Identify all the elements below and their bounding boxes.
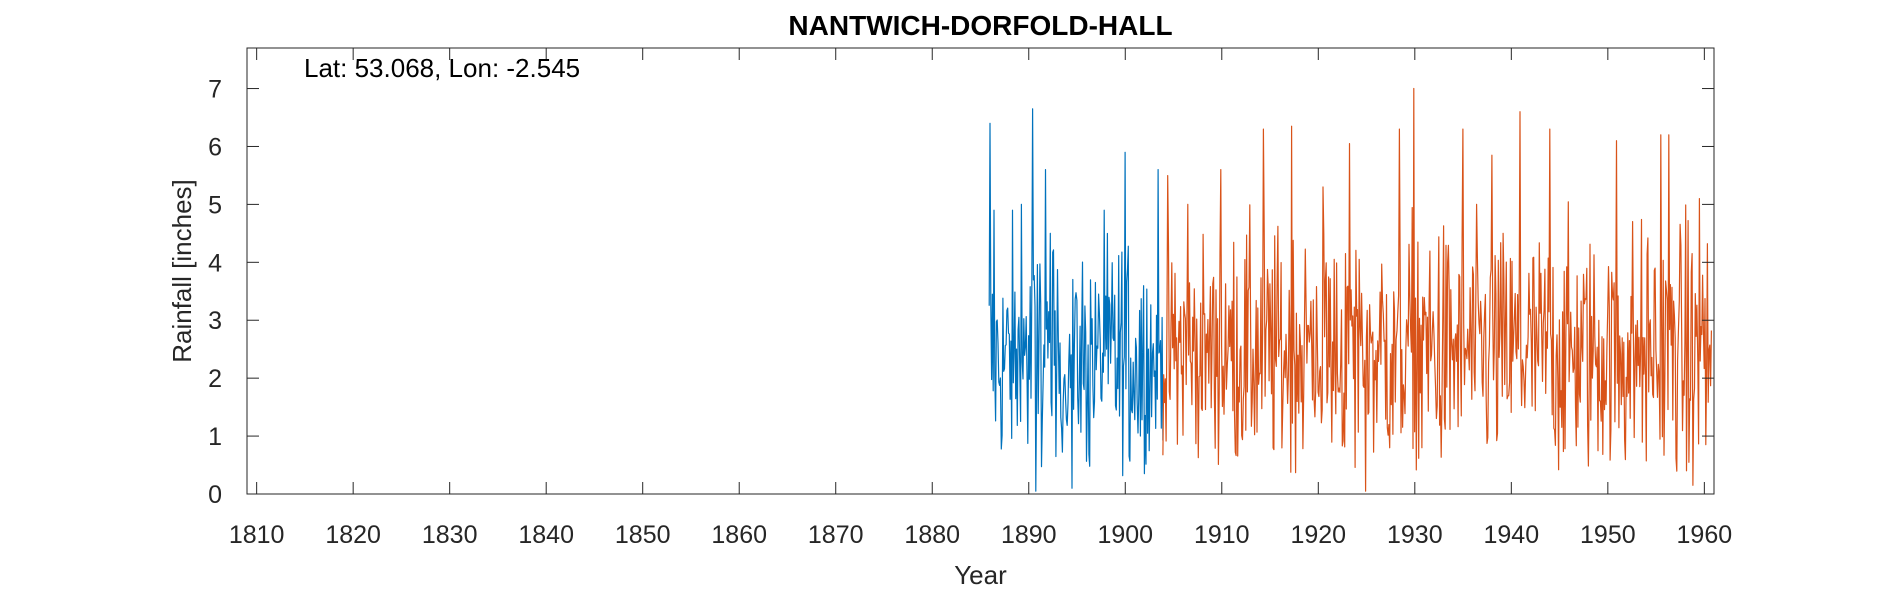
x-tick-label: 1890: [1001, 521, 1057, 549]
series-line-1: [988, 108, 1164, 492]
y-tick-label: 3: [208, 307, 222, 335]
x-tick-label: 1840: [518, 521, 574, 549]
x-tick-label: 1860: [711, 521, 767, 549]
x-axis-label: Year: [954, 560, 1007, 590]
y-tick-label: 7: [208, 76, 222, 104]
chart-title: NANTWICH-DORFOLD-HALL: [788, 10, 1172, 41]
plot-area: [246, 47, 1715, 495]
x-tick-label: 1820: [325, 521, 381, 549]
x-tick-label: 1850: [615, 521, 671, 549]
x-tick-label: 1810: [229, 521, 285, 549]
x-tick-label: 1900: [1097, 521, 1153, 549]
y-tick-label: 1: [208, 423, 222, 451]
axes-layer: 1810 1820 1830 1840 1850 1860 1870 1880 1890 1900…: [208, 48, 1732, 549]
y-tick-label: 6: [208, 133, 222, 161]
series-line-2: [1162, 87, 1712, 492]
x-tick-label: 1870: [808, 521, 864, 549]
location-annotation: Lat: 53.068, Lon: -2.545: [304, 53, 580, 83]
x-tick-label: 1930: [1387, 521, 1443, 549]
y-axis-label: Rainfall [inches]: [167, 179, 197, 363]
y-tick-label: 0: [208, 481, 222, 509]
x-tick-label: 1950: [1580, 521, 1636, 549]
x-tick-label: 1920: [1290, 521, 1346, 549]
x-tick-label: 1880: [904, 521, 960, 549]
y-tick-label: 4: [208, 249, 222, 277]
x-tick-label: 1910: [1194, 521, 1250, 549]
y-tick-label: 2: [208, 365, 222, 393]
x-tick-label: 1830: [422, 521, 478, 549]
x-tick-label: 1960: [1677, 521, 1733, 549]
y-tick-label: 5: [208, 191, 222, 219]
x-tick-label: 1940: [1484, 521, 1540, 549]
series-layer: [988, 87, 1712, 492]
